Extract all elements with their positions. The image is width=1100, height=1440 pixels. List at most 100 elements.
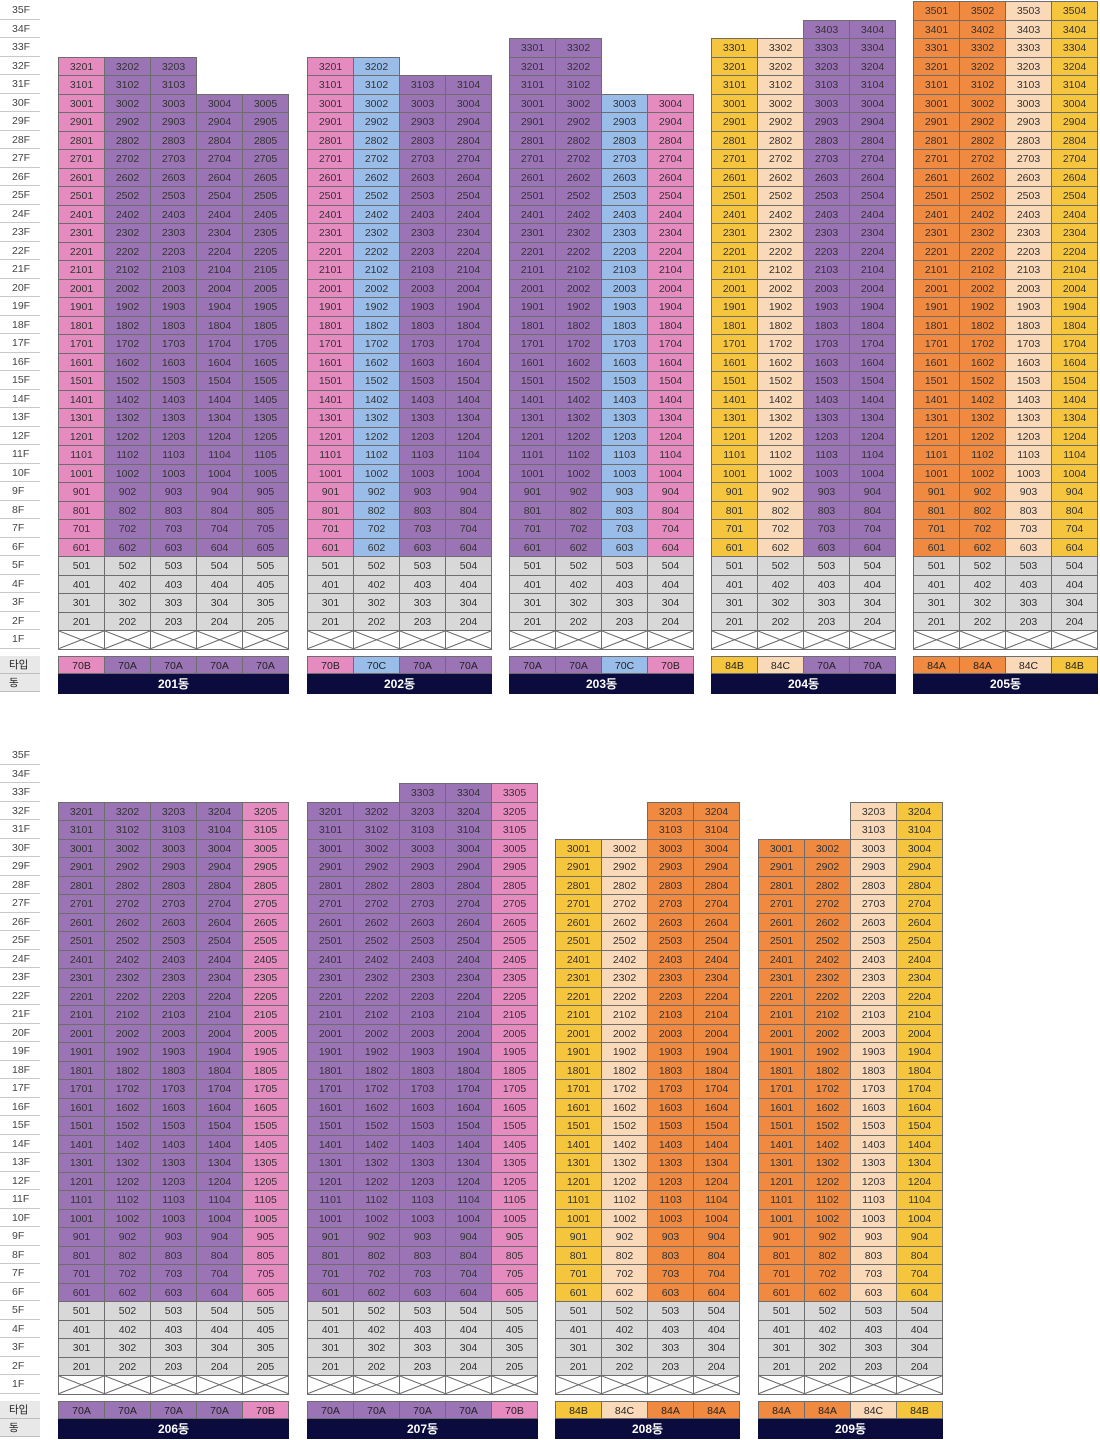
unit-cell: 1601: [58, 352, 105, 372]
unit-cell: 1104: [849, 445, 896, 465]
unit-cell: 1202: [601, 1171, 648, 1191]
unit-cell: 1201: [58, 1171, 105, 1191]
unit-cell: 1403: [150, 389, 197, 409]
unit-cell: 3101: [58, 75, 105, 95]
unit-cell: 1605: [242, 352, 289, 372]
unit-type-label: 84B: [711, 655, 758, 674]
unit-cell: 3003: [647, 838, 694, 858]
unit-cell: 2705: [491, 894, 538, 914]
unit-cell: 1103: [850, 1190, 897, 1210]
unit-cell: 604: [445, 1282, 492, 1302]
unit-cell: 2402: [104, 204, 151, 224]
unit-cell: 1802: [757, 315, 804, 335]
unit-cell: 1101: [555, 1190, 602, 1210]
floor-label: 23F: [0, 223, 40, 242]
unit-cell-empty: [758, 1375, 805, 1395]
unit-cell: 1502: [757, 371, 804, 391]
unit-cell: 1503: [150, 371, 197, 391]
unit-cell: 402: [601, 1319, 648, 1339]
unit-cell: 803: [601, 500, 648, 520]
unit-cell: 2701: [913, 149, 960, 169]
unit-cell: 302: [353, 1338, 400, 1358]
unit-cell: 903: [150, 482, 197, 502]
unit-cell: 2801: [555, 875, 602, 895]
unit-cell: 1402: [601, 1134, 648, 1154]
unit-cell: 502: [757, 556, 804, 576]
unit-cell: 502: [804, 1301, 851, 1321]
unit-cell: 403: [399, 1319, 446, 1339]
unit-cell: 901: [307, 1227, 354, 1247]
unit-cell: 3201: [509, 56, 556, 76]
unit-cell: 1701: [58, 1079, 105, 1099]
unit-cell-empty: [58, 1375, 105, 1395]
unit-cell: 1603: [399, 352, 446, 372]
unit-cell: 303: [803, 593, 850, 613]
unit-cell-empty: [509, 630, 556, 650]
unit-cell: 2003: [399, 1023, 446, 1043]
unit-cell: 702: [601, 1264, 648, 1284]
unit-cell: 2705: [242, 894, 289, 914]
unit-cell: 2304: [445, 223, 492, 243]
unit-cell: 3002: [959, 93, 1006, 113]
unit-cell: 1903: [399, 297, 446, 317]
unit-cell: 1601: [307, 352, 354, 372]
unit-cell: 3001: [555, 838, 602, 858]
unit-cell: 2504: [196, 186, 243, 206]
unit-cell: 2303: [399, 223, 446, 243]
unit-cell: 2104: [196, 260, 243, 280]
unit-cell: 2304: [693, 968, 740, 988]
unit-cell: 2105: [242, 260, 289, 280]
unit-cell: 602: [555, 537, 602, 557]
unit-type-label: 70A: [242, 655, 289, 674]
unit-cell: 1704: [445, 1079, 492, 1099]
unit-cell: 1502: [555, 371, 602, 391]
floor-label: 26F: [0, 167, 40, 186]
unit-cell: 1004: [196, 1208, 243, 1228]
unit-cell: 3001: [758, 838, 805, 858]
unit-cell: 2002: [104, 278, 151, 298]
floor-label: 19F: [0, 1042, 40, 1061]
unit-cell: 204: [896, 1356, 943, 1376]
unit-cell: 2001: [58, 1023, 105, 1043]
unit-cell: 2804: [1051, 130, 1098, 150]
cross-line: [712, 631, 757, 649]
unit-cell: 2101: [555, 1005, 602, 1025]
unit-cell: 2102: [804, 1005, 851, 1025]
unit-cell: 2103: [399, 1005, 446, 1025]
unit-cell: 2403: [399, 204, 446, 224]
unit-cell: 2101: [58, 260, 105, 280]
unit-cell: 2202: [353, 986, 400, 1006]
unit-cell: 2704: [196, 149, 243, 169]
unit-cell: 201: [58, 1356, 105, 1376]
no-unit-cross-icon: [556, 631, 601, 649]
unit-cell: 1804: [849, 315, 896, 335]
floor-label: 16F: [0, 352, 40, 371]
unit-cell: 2902: [804, 857, 851, 877]
unit-type-label: 70A: [399, 1400, 446, 1419]
unit-cell: 605: [491, 1282, 538, 1302]
unit-cell: 1801: [758, 1060, 805, 1080]
cross-line: [1006, 631, 1051, 649]
unit-cell-empty: [693, 1375, 740, 1395]
unit-cell: 2301: [711, 223, 758, 243]
unit-cell: 2703: [1005, 149, 1052, 169]
unit-cell: 2801: [509, 130, 556, 150]
unit-cell-empty: [242, 630, 289, 650]
unit-cell: 1501: [711, 371, 758, 391]
unit-cell: 301: [758, 1338, 805, 1358]
unit-cell: 904: [196, 482, 243, 502]
unit-cell: 805: [242, 1245, 289, 1265]
unit-cell: 301: [913, 593, 960, 613]
cross-line: [556, 631, 601, 649]
unit-cell: 202: [757, 611, 804, 631]
unit-cell: 204: [445, 1356, 492, 1376]
unit-cell: 3103: [150, 75, 197, 95]
unit-cell: 404: [196, 1319, 243, 1339]
unit-cell: 3001: [509, 93, 556, 113]
unit-cell: 902: [353, 1227, 400, 1247]
cross-line: [694, 1376, 739, 1394]
unit-cell: 1402: [555, 389, 602, 409]
unit-cell: 1101: [758, 1190, 805, 1210]
unit-cell: 1003: [601, 463, 648, 483]
unit-cell: 1201: [307, 426, 354, 446]
